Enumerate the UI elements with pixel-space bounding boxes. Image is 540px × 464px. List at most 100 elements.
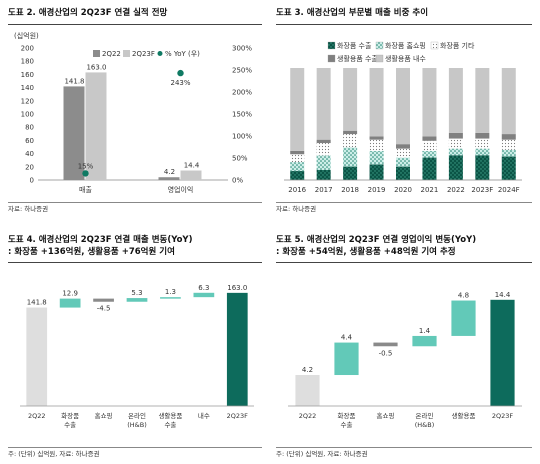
x-tick-label: 매출 bbox=[79, 185, 92, 194]
stack-segment bbox=[316, 155, 331, 170]
x-tick-label: 2Q22 bbox=[28, 412, 46, 420]
legend-swatch bbox=[327, 41, 336, 50]
stack-segment bbox=[369, 139, 384, 151]
bar-2q23f bbox=[180, 170, 202, 180]
stack-segment bbox=[343, 147, 358, 167]
legend-label: 화장품 홈쇼핑 bbox=[385, 41, 426, 50]
stack-segment bbox=[501, 68, 516, 135]
bar-value-label: 141.8 bbox=[64, 77, 84, 85]
stack-segment bbox=[448, 132, 463, 139]
legend-label: % YoY (우) bbox=[165, 50, 200, 58]
title-rule bbox=[8, 24, 262, 25]
waterfall-bar bbox=[295, 375, 320, 406]
bar-value-label: 4.2 bbox=[164, 168, 175, 176]
stack-segment bbox=[343, 166, 358, 180]
source-note: 자료: 하나증권 bbox=[276, 205, 317, 213]
waterfall-bar bbox=[126, 298, 148, 302]
waterfall-bar bbox=[490, 299, 515, 406]
source-note: 자료: 하나증권 bbox=[8, 205, 49, 213]
x-tick-label: 2020 bbox=[394, 186, 412, 194]
stack-segment bbox=[501, 149, 516, 157]
stack-segment bbox=[448, 148, 463, 156]
stack-segment bbox=[396, 157, 410, 167]
stack-segment bbox=[396, 144, 410, 149]
x-tick-label: 2Q23F bbox=[492, 412, 514, 420]
panel-title: 도표 3. 애경산업의 부문별 매출 비중 추이 bbox=[276, 8, 429, 18]
legend-label: 2Q23F bbox=[132, 50, 155, 58]
stack-segment bbox=[475, 68, 490, 133]
source-note: 주: (단위) 십억원, 자료: 하나증권 bbox=[276, 450, 368, 458]
bar-value-label: 4.4 bbox=[341, 334, 353, 342]
x-tick-label: 홈쇼핑 bbox=[377, 411, 395, 420]
waterfall-bar bbox=[193, 292, 215, 298]
stack-segment bbox=[343, 130, 358, 135]
title-rule bbox=[276, 262, 532, 263]
panel-segment-mix: 도표 3. 애경산업의 부문별 매출 비중 추이 2016 2017 2018 201… bbox=[276, 6, 532, 213]
bar-value-label: 163.0 bbox=[86, 63, 106, 71]
x-tick-label: 수출 bbox=[164, 420, 176, 429]
legend-swatch bbox=[123, 50, 130, 57]
yoy-point bbox=[82, 170, 89, 177]
y2-tick-label: 0% bbox=[232, 177, 243, 185]
waterfall-bar bbox=[93, 298, 114, 302]
x-tick-label: 화장품 bbox=[61, 411, 79, 420]
x-tick-label: 영업이익 bbox=[168, 185, 194, 194]
stack-segment bbox=[369, 150, 384, 165]
panel-subtitle: : 화장품 +136억원, 생활용품 +76억원 기여 bbox=[8, 247, 175, 257]
waterfall-bar bbox=[412, 335, 437, 347]
waterfall-bar bbox=[59, 298, 81, 308]
bar-value-label: -4.5 bbox=[97, 305, 111, 313]
x-tick-label: 2016 bbox=[288, 186, 306, 194]
bar-value-label: 14.4 bbox=[184, 161, 200, 169]
stack-segment bbox=[396, 148, 410, 158]
stack-segment bbox=[369, 68, 384, 137]
source-rule bbox=[8, 447, 262, 448]
bar-2q23f bbox=[85, 72, 107, 180]
stack-segment bbox=[290, 150, 305, 155]
bar-value-label: 4.8 bbox=[458, 292, 469, 300]
stack-segment bbox=[448, 68, 463, 133]
x-tick-label: 홈쇼핑 bbox=[95, 411, 113, 420]
stack-segment bbox=[396, 68, 410, 145]
panel-title: 도표 4. 애경산업의 2Q23F 연결 매출 변동(YoY) bbox=[8, 235, 193, 245]
x-tick-label: 화장품 bbox=[338, 411, 356, 420]
stack-segment bbox=[316, 139, 331, 144]
panel-title: 도표 5. 애경산업의 2Q23F 연결 영업이익 변동(YoY) bbox=[276, 235, 477, 245]
y-tick-label: 180 bbox=[21, 58, 34, 66]
legend-label: 2Q22 bbox=[102, 50, 121, 58]
x-tick-label: (H&B) bbox=[415, 421, 435, 429]
stack-segment bbox=[422, 150, 437, 158]
legend-swatch bbox=[93, 50, 100, 57]
waterfall-bar bbox=[373, 342, 398, 347]
legend-swatch bbox=[430, 41, 439, 50]
source-rule bbox=[276, 202, 532, 203]
x-tick-label: 내수 bbox=[198, 411, 210, 420]
bar-2q22 bbox=[63, 86, 85, 180]
panel-sales-op-profit: 도표 2. 애경산업의 2Q23F 연결 실적 전망 (십억원) 0 20 40 60 8… bbox=[8, 6, 262, 213]
bar-value-label: 12.9 bbox=[62, 290, 78, 298]
stack-segment bbox=[448, 138, 463, 149]
source-rule bbox=[276, 447, 532, 448]
stack-segment bbox=[475, 138, 490, 149]
bar-value-label: 1.4 bbox=[419, 327, 431, 335]
legend-swatch bbox=[375, 54, 384, 63]
stack-segment bbox=[475, 155, 490, 180]
stack-segment bbox=[369, 164, 384, 180]
stack-segment bbox=[475, 148, 490, 156]
legend-swatch bbox=[327, 54, 336, 63]
waterfall-bar bbox=[26, 307, 48, 406]
stack-segment bbox=[396, 166, 410, 180]
bar-2q22 bbox=[158, 177, 180, 180]
x-tick-label: 수출 bbox=[341, 420, 353, 429]
x-tick-label: 2Q22 bbox=[299, 412, 317, 420]
bar-value-label: 14.4 bbox=[495, 291, 511, 299]
bar-value-label: 4.2 bbox=[302, 366, 313, 374]
stack-segment bbox=[448, 155, 463, 180]
y-tick-label: 140 bbox=[21, 84, 34, 92]
stack-segment bbox=[316, 143, 331, 156]
waterfall-bar bbox=[160, 297, 181, 299]
yoy-label: 15% bbox=[78, 162, 94, 170]
panel-op-profit-bridge: 도표 5. 애경산업의 2Q23F 연결 영업이익 변동(YoY) : 화장품 … bbox=[276, 233, 532, 459]
